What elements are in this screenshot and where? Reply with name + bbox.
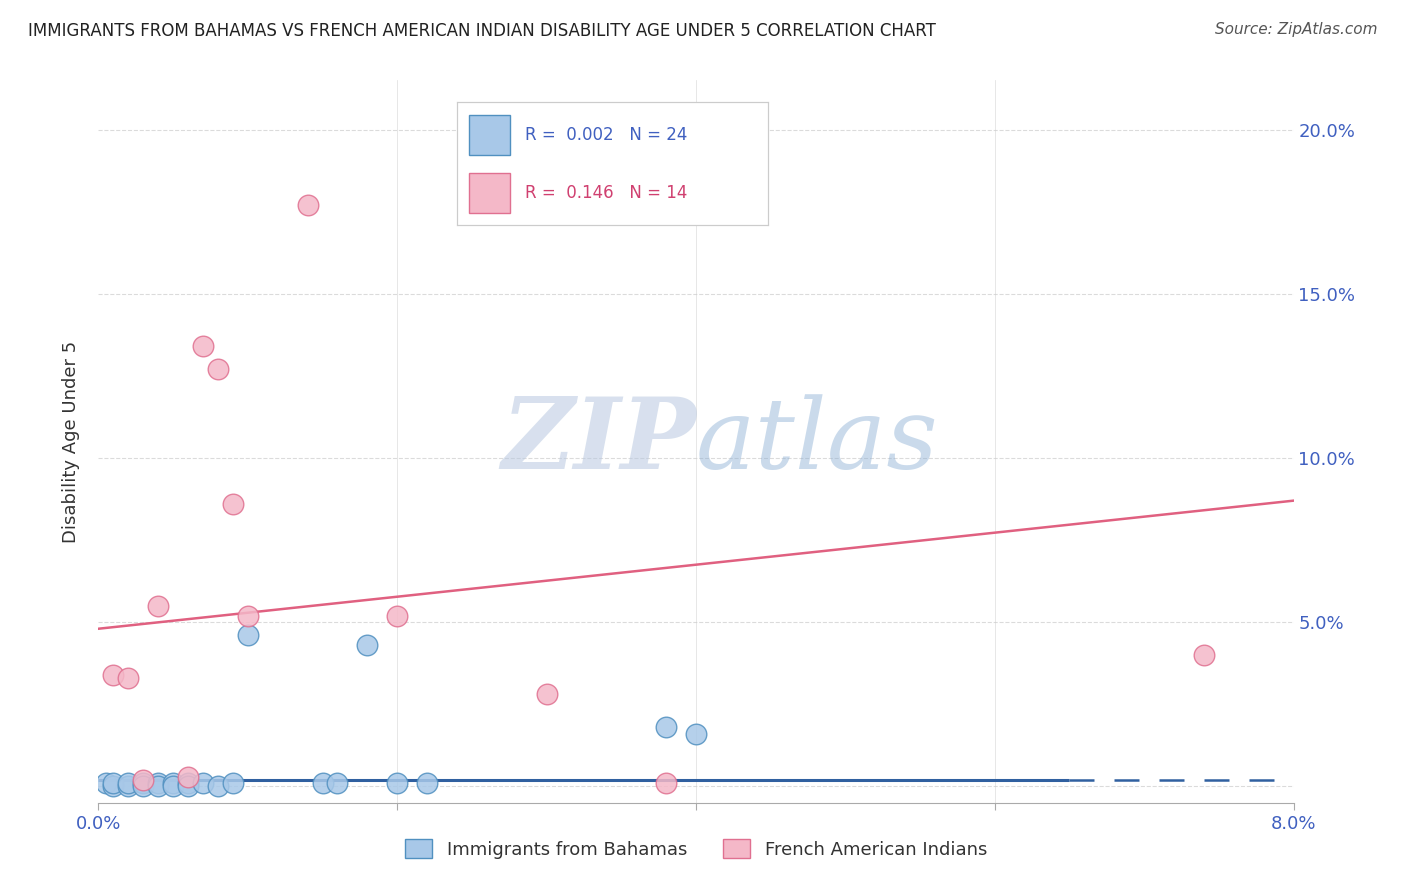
Point — [207, 362, 229, 376]
Point — [177, 780, 200, 794]
Point — [117, 780, 139, 794]
Point — [385, 608, 409, 623]
Point — [148, 776, 170, 790]
Text: ZIP: ZIP — [501, 393, 696, 490]
Point — [311, 776, 333, 790]
Point — [685, 727, 707, 741]
Point — [207, 780, 229, 794]
Point — [132, 772, 155, 787]
Point — [162, 780, 184, 794]
Point — [191, 339, 214, 353]
Point — [236, 608, 259, 623]
Point — [1192, 648, 1215, 662]
Point — [94, 776, 117, 790]
Point — [132, 780, 155, 794]
Point — [385, 776, 409, 790]
Point — [297, 198, 319, 212]
Point — [103, 776, 125, 790]
Point — [236, 628, 259, 642]
Point — [655, 776, 678, 790]
Text: IMMIGRANTS FROM BAHAMAS VS FRENCH AMERICAN INDIAN DISABILITY AGE UNDER 5 CORRELA: IMMIGRANTS FROM BAHAMAS VS FRENCH AMERIC… — [28, 22, 936, 40]
Point — [222, 776, 245, 790]
Point — [162, 776, 184, 790]
Point — [356, 638, 378, 652]
Legend: Immigrants from Bahamas, French American Indians: Immigrants from Bahamas, French American… — [398, 832, 994, 866]
Point — [536, 687, 558, 701]
Point — [117, 671, 139, 685]
Point — [148, 599, 170, 613]
Point — [177, 770, 200, 784]
Text: Source: ZipAtlas.com: Source: ZipAtlas.com — [1215, 22, 1378, 37]
Point — [177, 776, 200, 790]
Point — [132, 776, 155, 790]
Y-axis label: Disability Age Under 5: Disability Age Under 5 — [62, 341, 80, 542]
Point — [326, 776, 349, 790]
Point — [117, 776, 139, 790]
Point — [191, 776, 214, 790]
Point — [103, 667, 125, 681]
Point — [416, 776, 439, 790]
Point — [103, 780, 125, 794]
Point — [655, 720, 678, 734]
Point — [222, 497, 245, 511]
Point — [148, 780, 170, 794]
Text: atlas: atlas — [696, 394, 939, 489]
